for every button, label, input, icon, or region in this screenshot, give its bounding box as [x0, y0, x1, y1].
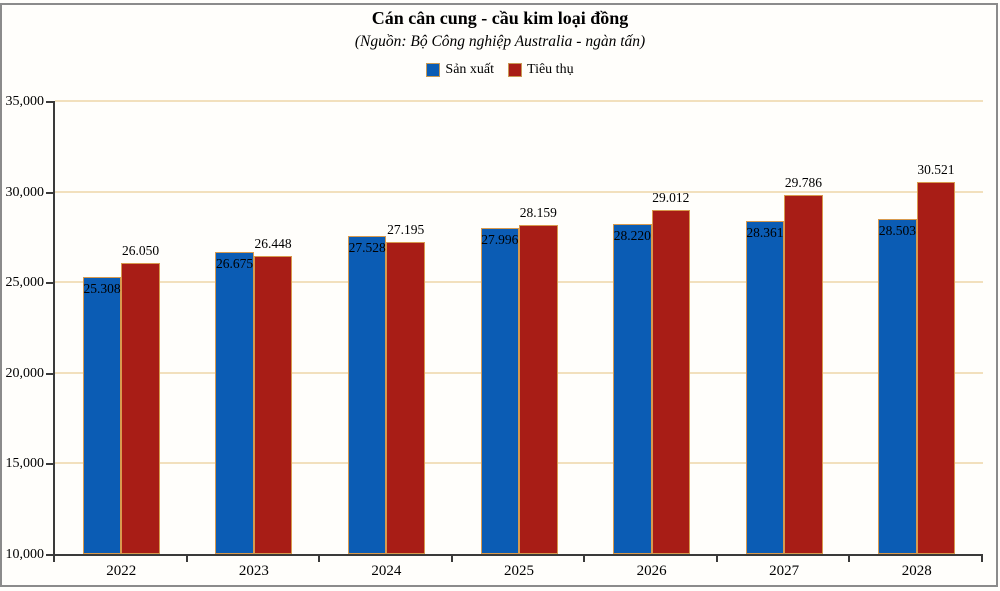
- x-axis-label-2028: 2028: [901, 563, 932, 579]
- x-axis-line: [53, 554, 983, 556]
- gridline-35000: [55, 100, 983, 102]
- chart-subtitle: (Nguồn: Bộ Công nghiệp Australia - ngàn …: [354, 33, 646, 50]
- x-axis-label-2023: 2023: [238, 563, 269, 579]
- x-axis-label-2024: 2024: [371, 563, 402, 579]
- x-tick-0: [53, 556, 55, 562]
- x-tick-5: [715, 556, 718, 562]
- bar-label-san-xuat-2024: 27.528: [348, 240, 386, 256]
- chart-legend: Sản xuất Tiêu thụ: [0, 62, 1000, 78]
- x-tick-6: [848, 556, 851, 562]
- y-axis-label-20000: 20,000: [5, 365, 45, 381]
- bar-label-tieu-thu-2027: 29.786: [784, 175, 822, 191]
- bar-label-tieu-thu-2023: 26.448: [254, 235, 292, 251]
- x-tick-1: [185, 556, 188, 562]
- bar-label-san-xuat-2028: 28.503: [878, 222, 917, 238]
- y-tick-15000: [46, 463, 54, 466]
- bar-san-xuat-2022: [82, 276, 122, 554]
- x-tick-4: [583, 556, 586, 562]
- bar-label-tieu-thu-2026: 29.012: [652, 189, 690, 205]
- legend-label-san-xuat: Sản xuất: [445, 62, 495, 77]
- y-axis-label-25000: 25,000: [5, 275, 45, 291]
- bar-san-xuat-2027: [745, 221, 785, 554]
- legend-swatch-san-xuat-icon: [426, 63, 441, 77]
- y-axis-label-35000: 35,000: [5, 94, 45, 109]
- x-tick-7: [981, 556, 983, 562]
- bar-label-san-xuat-2026: 28.220: [613, 227, 651, 243]
- x-axis-label-2027: 2027: [769, 563, 800, 579]
- bar-san-xuat-2024: [347, 236, 387, 554]
- legend-label-tieu-thu: Tiêu thụ: [527, 62, 574, 77]
- bar-tieu-thu-2025: [519, 224, 558, 554]
- y-axis-label-30000: 30,000: [5, 184, 45, 200]
- gridline-30000: [55, 190, 983, 193]
- bar-label-san-xuat-2027: 28.361: [746, 225, 784, 241]
- bar-tieu-thu-2023: [253, 255, 293, 554]
- y-axis-line: [53, 101, 55, 556]
- bar-tieu-thu-2024: [386, 242, 425, 554]
- bar-san-xuat-2026: [613, 223, 652, 554]
- bar-tieu-thu-2027: [784, 195, 823, 554]
- bar-label-san-xuat-2023: 26.675: [216, 255, 254, 271]
- bar-san-xuat-2025: [480, 227, 519, 554]
- x-axis-label-2022: 2022: [106, 563, 137, 579]
- x-axis-label-2026: 2026: [636, 563, 667, 579]
- bar-san-xuat-2023: [215, 251, 254, 554]
- x-axis-label-2025: 2025: [504, 563, 534, 579]
- bar-label-tieu-thu-2024: 27.195: [387, 222, 425, 238]
- bar-label-san-xuat-2022: 25.308: [83, 280, 121, 296]
- bar-tieu-thu-2028: [916, 182, 956, 554]
- bar-san-xuat-2028: [878, 218, 917, 554]
- legend-swatch-tieu-thu-icon: [508, 63, 523, 77]
- bar-label-tieu-thu-2028: 30.521: [917, 162, 955, 178]
- chart-title: Cán cân cung - cầu kim loại đồng: [371, 8, 629, 28]
- y-axis-label-15000: 15,000: [5, 456, 45, 472]
- legend-item-san-xuat: Sản xuất: [426, 62, 494, 78]
- bar-label-tieu-thu-2025: 28.159: [519, 204, 557, 220]
- y-tick-10000: [46, 554, 54, 556]
- bar-tieu-thu-2022: [121, 263, 160, 554]
- x-tick-3: [450, 556, 453, 562]
- bar-tieu-thu-2026: [651, 209, 691, 554]
- x-tick-2: [318, 556, 321, 562]
- y-tick-30000: [46, 191, 54, 194]
- bar-label-san-xuat-2025: 27.996: [481, 231, 519, 247]
- bar-label-tieu-thu-2022: 26.050: [121, 243, 160, 259]
- y-tick-20000: [46, 372, 54, 375]
- y-tick-25000: [46, 282, 54, 285]
- y-axis-label-10000: 10,000: [5, 547, 45, 562]
- y-tick-35000: [46, 101, 54, 103]
- legend-item-tieu-thu: Tiêu thụ: [508, 62, 574, 78]
